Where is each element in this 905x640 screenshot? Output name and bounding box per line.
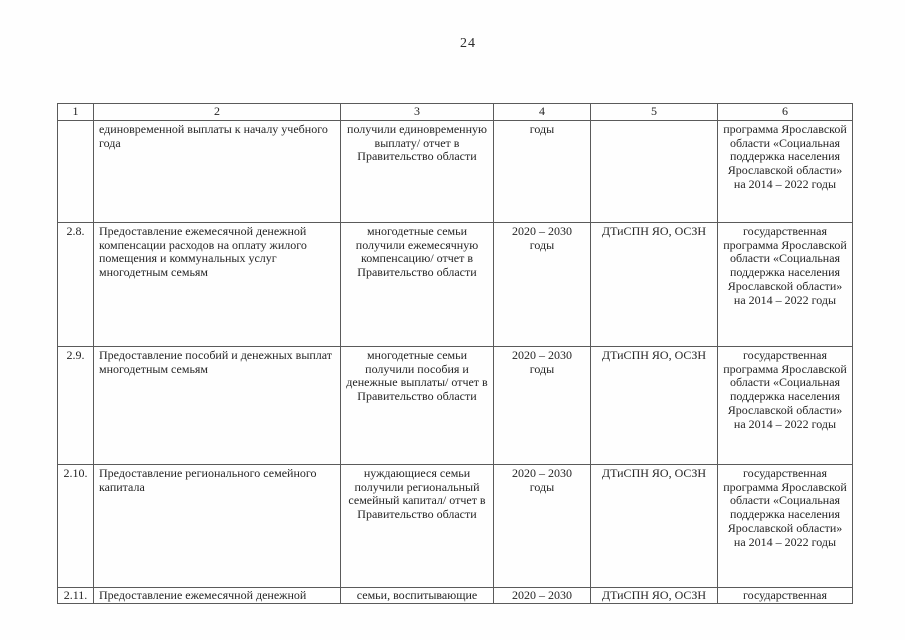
column-header-4: 4	[493, 103, 591, 121]
table-header-row: 1 2 3 4 5 6	[57, 103, 853, 121]
cell-program: государственная	[717, 586, 853, 604]
cell-expected-result: семьи, воспитывающие	[340, 586, 494, 604]
column-header-6: 6	[717, 103, 853, 121]
cell-executors: ДТиСПН ЯО, ОСЗН	[590, 345, 718, 465]
cell-executors: ДТиСПН ЯО, ОСЗН	[590, 463, 718, 588]
cell-expected-result: многодетные семьи получили ежемесячную к…	[340, 221, 494, 347]
table-row: единовременной выплаты к началу учебного…	[57, 119, 853, 223]
cell-row-number: 2.10.	[57, 463, 94, 588]
cell-row-number: 2.8.	[57, 221, 94, 347]
column-header-3: 3	[340, 103, 494, 121]
cell-row-number: 2.11.	[57, 586, 94, 604]
cell-period: годы	[493, 119, 591, 223]
table-row: 2.10. Предоставление регионального семей…	[57, 463, 853, 588]
cell-program: государственная программа Ярославской об…	[717, 345, 853, 465]
cell-executors: ДТиСПН ЯО, ОСЗН	[590, 586, 718, 604]
cell-period: 2020 – 2030 годы	[493, 221, 591, 347]
cell-measure-name: Предоставление ежемесячной денежной комп…	[93, 221, 341, 347]
cell-measure-name: Предоставление регионального семейного к…	[93, 463, 341, 588]
cell-program: государственная программа Ярославской об…	[717, 463, 853, 588]
cell-expected-result: нуждающиеся семьи получили региональный …	[340, 463, 494, 588]
column-header-1: 1	[57, 103, 94, 121]
cell-measure-name: единовременной выплаты к началу учебного…	[93, 119, 341, 223]
cell-period: 2020 – 2030 годы	[493, 463, 591, 588]
cell-period: 2020 – 2030	[493, 586, 591, 604]
cell-row-number	[57, 119, 94, 223]
cell-measure-name: Предоставление пособий и денежных выплат…	[93, 345, 341, 465]
table-row: 2.9. Предоставление пособий и денежных в…	[57, 345, 853, 465]
cell-row-number: 2.9.	[57, 345, 94, 465]
table-row: 2.8. Предоставление ежемесячной денежной…	[57, 221, 853, 347]
cell-program: программа Ярославской области «Социальна…	[717, 119, 853, 223]
measures-table: 1 2 3 4 5 6 единовременной выплаты к нач…	[57, 103, 853, 604]
cell-executors: ДТиСПН ЯО, ОСЗН	[590, 221, 718, 347]
table-row: 2.11. Предоставление ежемесячной денежно…	[57, 586, 853, 604]
cell-program: государственная программа Ярославской об…	[717, 221, 853, 347]
cell-measure-name: Предоставление ежемесячной денежной	[93, 586, 341, 604]
cell-executors	[590, 119, 718, 223]
column-header-5: 5	[590, 103, 718, 121]
cell-expected-result: получили единовременную выплату/ отчет в…	[340, 119, 494, 223]
page-number: 24	[460, 36, 476, 51]
cell-expected-result: многодетные семьи получили пособия и ден…	[340, 345, 494, 465]
column-header-2: 2	[93, 103, 341, 121]
cell-period: 2020 – 2030 годы	[493, 345, 591, 465]
